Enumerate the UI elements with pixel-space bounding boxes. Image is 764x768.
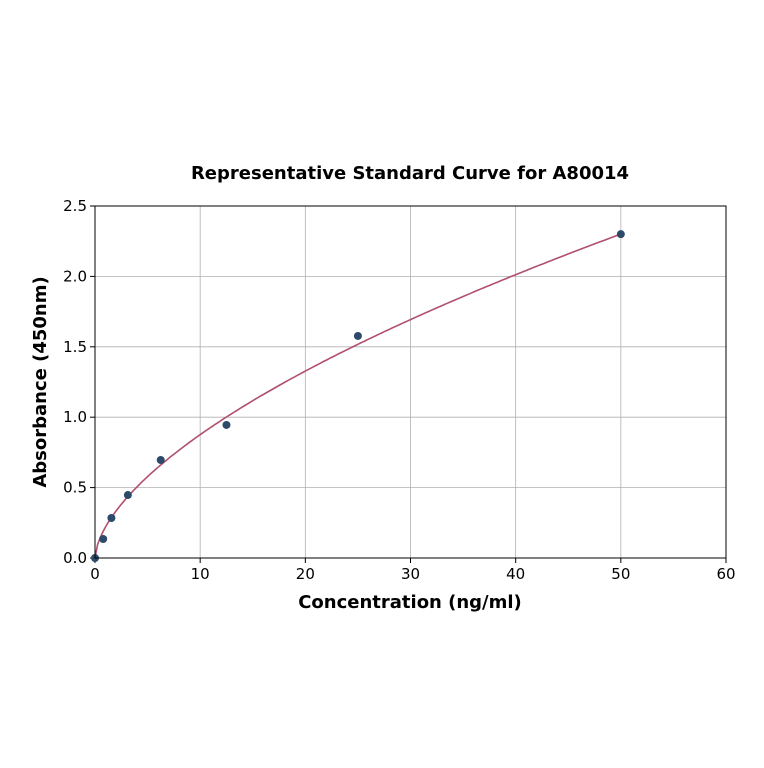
chart-title: Representative Standard Curve for A80014 [191, 163, 629, 184]
y-tick-label: 1.0 [63, 408, 87, 426]
data-point [99, 534, 108, 543]
fit-curve [94, 233, 622, 559]
x-tick-label: 40 [506, 565, 525, 583]
y-tick-label: 0.0 [63, 549, 87, 567]
x-tick-label: 30 [401, 565, 420, 583]
y-tick-label: 2.0 [63, 267, 87, 285]
x-tick-label: 20 [296, 565, 315, 583]
x-tick-label: 50 [611, 565, 630, 583]
plot-frame [94, 205, 727, 559]
data-point [107, 514, 116, 523]
y-tick-label: 1.5 [63, 338, 87, 356]
data-point [123, 491, 132, 500]
x-tick-label: 0 [90, 565, 100, 583]
y-tick-label: 0.5 [63, 479, 87, 497]
data-point [353, 331, 362, 340]
x-tick-label: 10 [191, 565, 210, 583]
x-tick-label: 60 [716, 565, 735, 583]
data-point [616, 230, 625, 239]
data-point [222, 420, 231, 429]
y-tick-label: 2.5 [63, 197, 87, 215]
y-axis-label: Absorbance (450nm) [30, 276, 51, 487]
x-axis-label: Concentration (ng/ml) [298, 592, 522, 613]
data-point [156, 456, 165, 465]
